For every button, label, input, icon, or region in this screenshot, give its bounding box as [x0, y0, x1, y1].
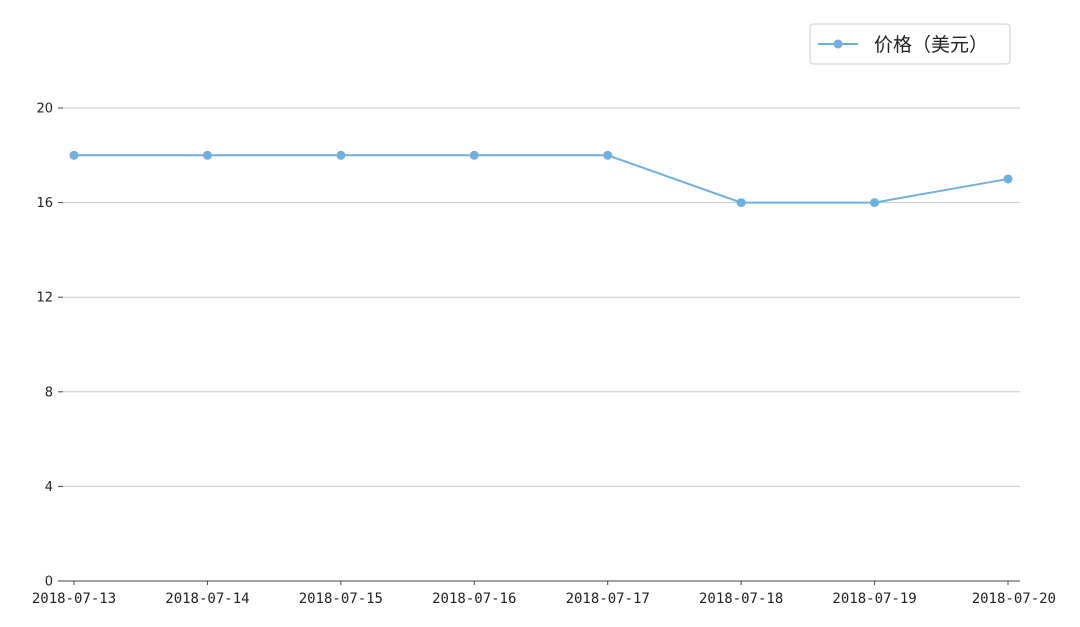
x-tick-label: 2018-07-18 [699, 591, 783, 607]
y-tick-label: 8 [45, 385, 53, 400]
x-tick-label: 2018-07-14 [165, 591, 249, 607]
data-point [469, 150, 479, 160]
series-line [74, 154, 1009, 204]
legend-series-label: 价格（美元） [874, 34, 988, 56]
x-tick-label: 2018-07-16 [432, 591, 516, 607]
legend: 价格（美元） [809, 23, 1011, 65]
data-point [1003, 174, 1013, 184]
grid-lines [63, 107, 1020, 487]
x-tick-label: 2018-07-17 [566, 591, 650, 607]
data-point [69, 150, 79, 160]
x-tick-label: 2018-07-19 [832, 591, 916, 607]
y-axis-ticks: 0 4 8 12 16 20 [36, 102, 63, 590]
data-point [736, 198, 746, 208]
data-point [202, 150, 212, 160]
data-point [336, 150, 346, 160]
y-tick-label: 4 [45, 480, 53, 495]
x-tick-label: 2018-07-20 [972, 591, 1056, 607]
x-axis-ticks: 2018-07-13 2018-07-14 2018-07-15 2018-07-16… [32, 581, 1056, 607]
x-tick-label: 2018-07-13 [32, 591, 116, 607]
data-point [870, 198, 880, 208]
legend-box [809, 23, 1011, 65]
y-tick-label: 20 [36, 102, 53, 117]
y-tick-label: 0 [45, 575, 53, 590]
data-point [603, 150, 613, 160]
y-tick-label: 16 [36, 196, 53, 211]
x-tick-label: 2018-07-15 [299, 591, 383, 607]
legend-dot-marker [833, 39, 843, 49]
series-group [69, 150, 1013, 208]
y-tick-label: 12 [36, 291, 53, 306]
